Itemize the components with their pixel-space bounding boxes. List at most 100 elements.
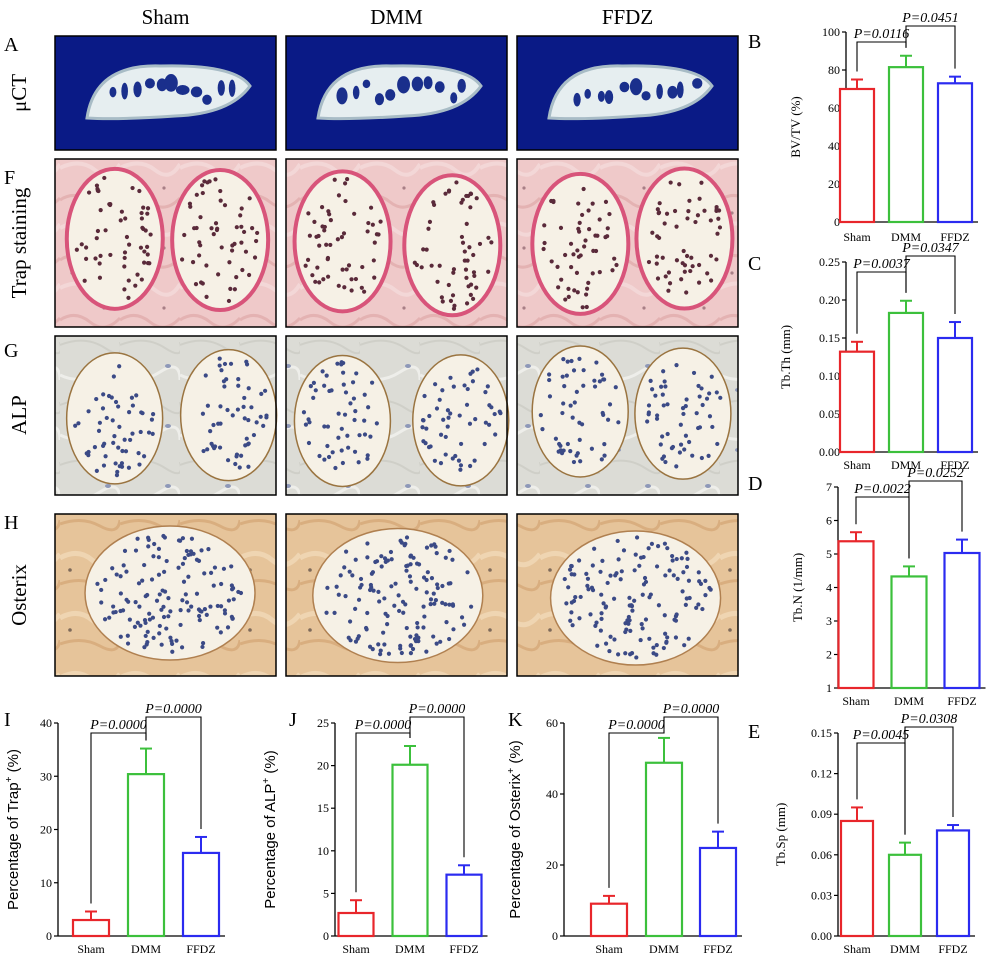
cell-nucleus <box>697 394 702 399</box>
cell-nucleus <box>637 563 642 568</box>
cell-nucleus <box>127 617 132 622</box>
cell-nucleus <box>227 260 232 265</box>
cell-nucleus <box>317 280 322 285</box>
cell-nucleus <box>137 604 142 609</box>
cell-nucleus <box>379 554 384 559</box>
cell-nucleus <box>616 420 621 425</box>
y-tick-label: 0.20 <box>819 293 840 307</box>
significance-bracket <box>905 255 956 315</box>
marrow-cavity <box>629 78 643 96</box>
cell-nucleus <box>101 392 106 397</box>
cell-nucleus <box>569 563 574 569</box>
cell-nucleus <box>136 581 142 586</box>
cell-nucleus <box>200 644 205 650</box>
y-tick-label: 5 <box>323 886 329 900</box>
cell-nucleus <box>589 446 594 451</box>
cell-nucleus <box>140 578 145 583</box>
cell-nucleus <box>365 610 370 616</box>
cell-nucleus <box>603 641 609 646</box>
cell-nucleus <box>665 431 670 437</box>
cell-nucleus <box>369 571 374 576</box>
panel-letter: G <box>4 340 18 362</box>
cell-nucleus <box>107 615 112 620</box>
cell-nucleus <box>665 546 670 551</box>
cell-nucleus <box>93 256 98 261</box>
cell-nucleus <box>593 623 598 628</box>
cell-nucleus <box>615 538 620 544</box>
cell-nucleus <box>135 620 140 625</box>
cell-nucleus <box>432 542 437 547</box>
y-tick-label: 0.03 <box>811 888 832 902</box>
cell-nucleus <box>342 285 347 290</box>
cell-nucleus <box>76 421 81 426</box>
y-tick-label: 0.05 <box>819 407 840 421</box>
cell-nucleus <box>239 240 244 245</box>
cell-nucleus <box>138 623 143 628</box>
cell-nucleus <box>664 211 670 216</box>
p-value-label: P=0.0252 <box>906 466 964 481</box>
cell-nucleus <box>341 360 346 366</box>
cell-nucleus <box>213 177 218 182</box>
cell-nucleus <box>345 433 350 438</box>
marrow-cavity <box>352 85 360 100</box>
cell-nucleus <box>547 394 553 399</box>
y-axis-label: Percentage of Osterix+ (%) <box>506 740 524 918</box>
cell-nucleus <box>715 231 720 236</box>
cell-nucleus <box>371 258 376 263</box>
cell-nucleus <box>119 209 124 214</box>
cell-nucleus <box>306 440 312 446</box>
cell-nucleus <box>645 419 650 424</box>
cell-nucleus <box>590 563 595 568</box>
cell-nucleus <box>200 640 206 646</box>
cell-nucleus <box>241 404 246 409</box>
bar-sham <box>839 819 875 938</box>
cell-nucleus <box>385 613 390 619</box>
cell-nucleus <box>347 569 352 574</box>
y-tick-label: 20 <box>546 858 558 872</box>
y-tick-label: 1 <box>826 681 832 695</box>
cell-nucleus <box>166 595 171 601</box>
cell-nucleus <box>157 592 162 597</box>
y-tick-label: 15 <box>317 801 329 815</box>
cell-nucleus <box>341 382 346 387</box>
cell-nucleus <box>681 411 686 417</box>
cell-nucleus <box>246 441 251 446</box>
cell-nucleus <box>594 620 599 625</box>
cell-nucleus <box>211 232 216 237</box>
cell-nucleus <box>73 423 78 428</box>
marrow-cavity <box>121 82 128 100</box>
cell-nucleus <box>238 213 243 218</box>
cell-nucleus <box>586 208 591 213</box>
cell-nucleus <box>422 393 427 399</box>
cell-nucleus <box>626 621 631 626</box>
cell-nucleus <box>602 377 607 382</box>
cell-nucleus <box>654 642 659 648</box>
cell-nucleus <box>143 620 148 626</box>
cell-nucleus <box>189 604 194 609</box>
cell-nucleus <box>317 243 322 248</box>
cell-nucleus <box>414 262 419 268</box>
cell-nucleus <box>599 457 604 462</box>
cell-nucleus <box>424 426 429 431</box>
cell-nucleus <box>336 283 341 288</box>
cell-nucleus <box>388 549 394 555</box>
cell-nucleus <box>342 412 348 417</box>
y-tick-label: 40 <box>40 716 52 730</box>
cell-nucleus <box>219 245 224 250</box>
cell-nucleus <box>468 205 473 210</box>
cell-nucleus <box>583 238 588 243</box>
cell-nucleus <box>313 388 318 393</box>
cell-nucleus <box>667 568 672 573</box>
cell-nucleus <box>565 359 570 364</box>
y-tick-label: 0 <box>834 215 840 229</box>
marrow-cavity <box>336 87 348 105</box>
cell-nucleus <box>424 649 429 654</box>
marrow-cavity <box>175 85 190 95</box>
category-label: FFDZ <box>940 230 969 244</box>
cell-nucleus <box>593 248 599 254</box>
cell-nucleus <box>426 445 432 450</box>
cell-nucleus <box>147 617 152 622</box>
cell-nucleus <box>487 403 492 408</box>
cell-nucleus <box>575 451 580 456</box>
